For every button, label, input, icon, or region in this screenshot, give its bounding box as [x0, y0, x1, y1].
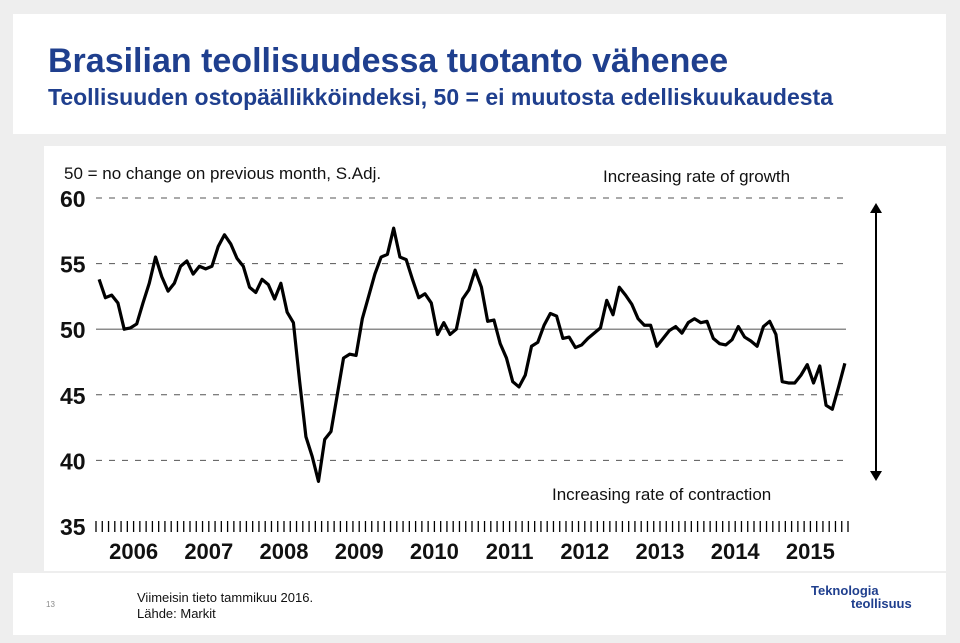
x-tick-label: 2009: [335, 539, 384, 564]
y-tick-label: 40: [60, 448, 86, 474]
slide-title: Brasilian teollisuudessa tuotanto vähene…: [48, 42, 729, 80]
teknologiateollisuus-logo: Teknologia teollisuus: [811, 583, 921, 611]
x-axis: 2006 2007 2008 2009 2010 2011 2012 2013 2014 2015: [95, 521, 849, 564]
footer-panel: 13 Viimeisin tieto tammikuu 2016. Lähde:…: [13, 573, 946, 635]
logo-text-1: Teknologia: [811, 583, 879, 598]
y-tick-label: 45: [60, 383, 86, 409]
y-tick-label: 60: [60, 186, 86, 212]
latest-data-note: Viimeisin tieto tammikuu 2016.: [137, 590, 314, 605]
grid-lines: [96, 197, 846, 461]
logo-text-2: teollisuus: [851, 596, 912, 611]
x-tick-label: 2007: [184, 539, 233, 564]
x-tick-label: 2015: [786, 539, 835, 564]
y-tick-label: 50: [60, 317, 86, 343]
title-panel: Brasilian teollisuudessa tuotanto vähene…: [13, 14, 946, 134]
source-note: Lähde: Markit: [137, 606, 216, 621]
y-tick-label: 55: [60, 252, 86, 278]
x-tick-label: 2010: [410, 539, 459, 564]
y-tick-label: 35: [60, 514, 86, 540]
series-layer: [97, 226, 847, 483]
x-tick-label: 2014: [711, 539, 761, 564]
x-tick-label: 2006: [109, 539, 158, 564]
chart-panel: 35 40 45 50 55 60 2006 2007 2008 2009 2010 2011 201…: [44, 146, 946, 571]
series-line: [97, 226, 847, 483]
annotation-contraction: Increasing rate of contraction: [552, 485, 771, 504]
page-number: 13: [46, 600, 55, 609]
chart-title: 50 = no change on previous month, S.Adj.: [64, 164, 381, 183]
x-tick-label: 2013: [636, 539, 685, 564]
x-tick-label: 2008: [260, 539, 309, 564]
pmi-line-chart: 35 40 45 50 55 60 2006 2007 2008 2009 2010 2011 201…: [60, 164, 882, 564]
slide-subtitle: Teollisuuden ostopäällikköindeksi, 50 = …: [48, 84, 833, 110]
annotation-growth: Increasing rate of growth: [603, 167, 790, 186]
x-tick-label: 2012: [560, 539, 609, 564]
y-axis: 35 40 45 50 55 60: [60, 186, 86, 540]
x-tick-label: 2011: [486, 539, 534, 564]
